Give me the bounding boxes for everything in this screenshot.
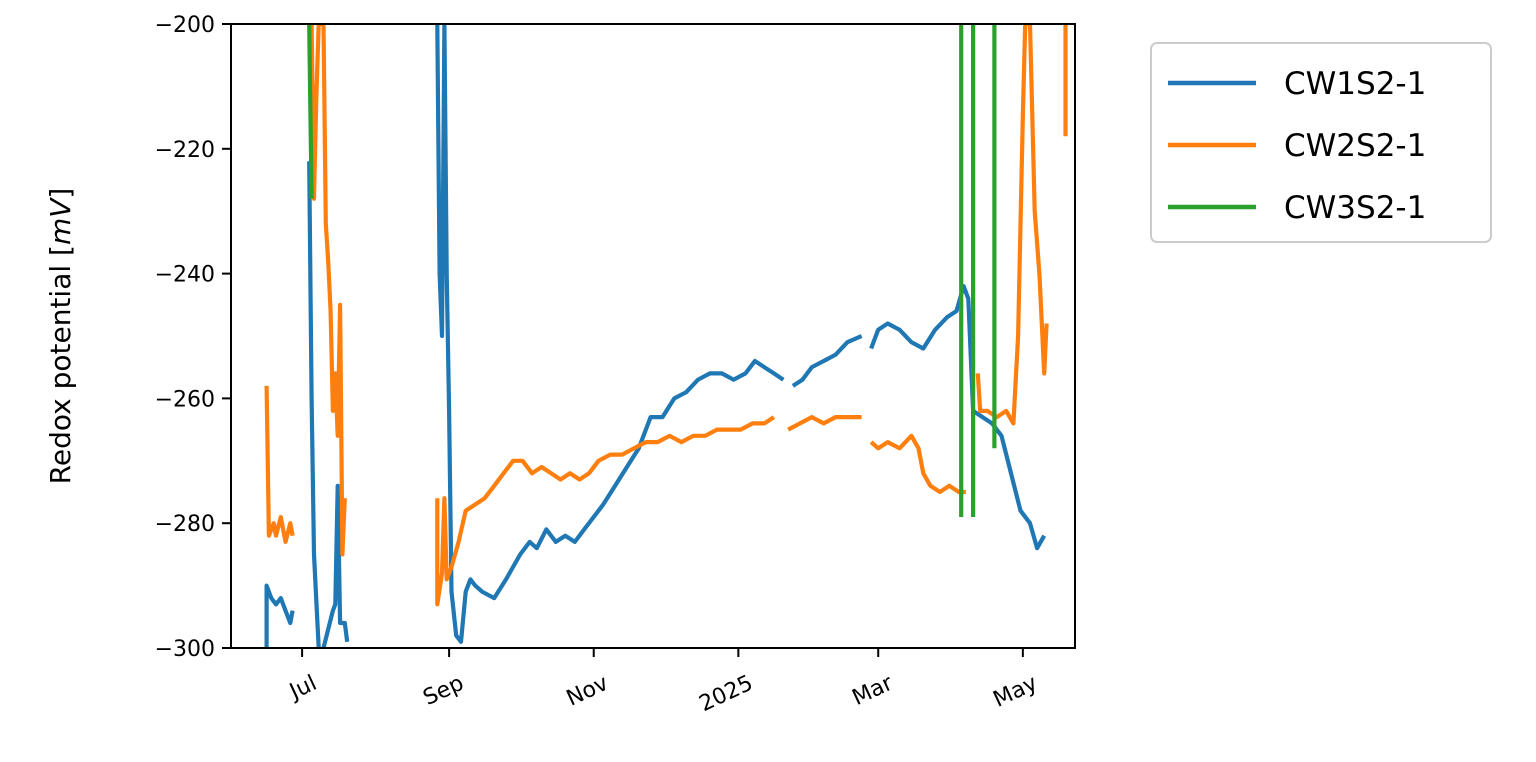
x-tick-label: Sep bbox=[419, 671, 467, 711]
y-tick-label: −200 bbox=[155, 13, 215, 38]
series-line-segment bbox=[435, 24, 785, 644]
x-tick-label: Nov bbox=[563, 671, 612, 712]
x-tick-label: 2025 bbox=[696, 671, 757, 717]
y-axis-label: Redox potential [mV] bbox=[44, 188, 77, 485]
x-axis: Jul Sep Nov 2025 Mar May bbox=[284, 648, 1041, 717]
legend-label: CW1S2-1 bbox=[1284, 66, 1426, 102]
series-line-segment bbox=[791, 334, 863, 388]
y-label-close: ] bbox=[44, 188, 77, 199]
y-label-text: Redox potential [ bbox=[44, 245, 77, 484]
series-line-segment bbox=[869, 284, 1047, 551]
plot-frame bbox=[230, 23, 1076, 649]
legend: CW1S2-1 CW2S2-1 CW3S2-1 bbox=[1150, 42, 1492, 243]
legend-label: CW3S2-1 bbox=[1284, 190, 1426, 226]
x-tick-label: Jul bbox=[284, 671, 320, 706]
series-line-segment bbox=[869, 433, 966, 495]
series-line-segment bbox=[309, 24, 347, 557]
y-tick-label: −300 bbox=[155, 637, 215, 662]
legend-frame bbox=[1150, 42, 1492, 243]
legend-label: CW2S2-1 bbox=[1284, 128, 1426, 164]
y-tick-label: −280 bbox=[155, 512, 215, 537]
series-line-segment bbox=[307, 24, 314, 199]
series-line-segment bbox=[264, 583, 295, 648]
y-tick-label: −240 bbox=[155, 263, 215, 288]
series-cw3s2-1 bbox=[307, 24, 997, 517]
x-tick-label: Mar bbox=[849, 670, 898, 711]
x-tick-label: May bbox=[990, 671, 1042, 713]
y-label-unit: mV bbox=[44, 197, 77, 245]
series-line-segment bbox=[787, 415, 862, 432]
series-line-segment bbox=[321, 483, 350, 648]
series-line-segment bbox=[975, 24, 1049, 426]
series-line-segment bbox=[435, 415, 776, 607]
y-axis: −300 −280 −260 −240 −220 −200 bbox=[155, 13, 231, 662]
y-tick-label: −220 bbox=[155, 138, 215, 163]
series-line-segment bbox=[307, 161, 321, 648]
y-tick-label: −260 bbox=[155, 387, 215, 412]
series-line-segment bbox=[264, 385, 295, 545]
series-cw1s2-1 bbox=[264, 24, 1047, 648]
series-cw2s2-1 bbox=[264, 24, 1068, 607]
series-layer bbox=[264, 24, 1068, 648]
